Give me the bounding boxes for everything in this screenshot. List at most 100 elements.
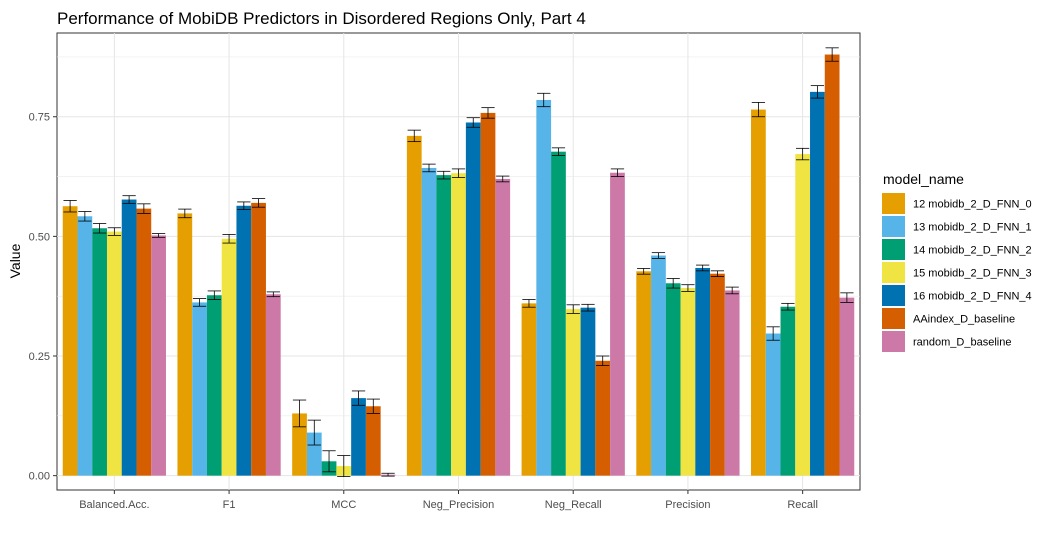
bar bbox=[795, 154, 811, 476]
x-tick-label: Neg_Recall bbox=[545, 499, 602, 511]
x-tick-label: Precision bbox=[665, 499, 710, 511]
error-bar bbox=[151, 233, 166, 238]
bar bbox=[236, 205, 252, 476]
x-axis: Balanced.Acc. F1 MCC Neg_Precision Neg_Recal… bbox=[79, 490, 818, 511]
legend-key bbox=[882, 308, 905, 329]
legend-title: model_name bbox=[883, 171, 964, 187]
error-bar bbox=[551, 147, 566, 156]
error-bar bbox=[237, 201, 251, 210]
bar bbox=[406, 135, 422, 476]
error-bar bbox=[92, 223, 107, 234]
error-bar bbox=[422, 163, 436, 173]
x-tick-label: Recall bbox=[787, 499, 818, 511]
error-bar bbox=[651, 252, 666, 259]
error-bar bbox=[681, 284, 695, 292]
x-tick-label: Balanced.Acc. bbox=[79, 499, 149, 511]
bar bbox=[292, 413, 307, 476]
error-bar bbox=[266, 291, 280, 298]
y-tick-label: 0.75 bbox=[29, 112, 50, 124]
bar bbox=[610, 172, 625, 476]
bar bbox=[710, 273, 725, 476]
bar bbox=[480, 112, 496, 476]
y-tick-label: 0.50 bbox=[29, 231, 50, 243]
error-bar bbox=[725, 286, 739, 295]
error-bar bbox=[810, 85, 825, 99]
error-bar bbox=[840, 292, 854, 303]
error-bar bbox=[381, 472, 395, 477]
bar bbox=[251, 202, 266, 476]
legend-label: 15 mobidb_2_D_FNN_3 bbox=[913, 268, 1032, 280]
bar bbox=[451, 173, 466, 476]
error-bar bbox=[251, 198, 266, 208]
error-bar bbox=[496, 175, 510, 183]
error-bar bbox=[766, 326, 780, 341]
error-bar bbox=[178, 208, 192, 219]
legend-key bbox=[882, 193, 905, 214]
error-bar bbox=[78, 211, 92, 222]
error-bar bbox=[581, 303, 595, 312]
bar bbox=[151, 235, 166, 476]
bar bbox=[221, 238, 237, 476]
bar bbox=[106, 231, 122, 476]
error-bar bbox=[63, 200, 77, 213]
bar bbox=[365, 406, 381, 476]
bar bbox=[92, 228, 107, 476]
bar bbox=[465, 122, 481, 476]
error-bar bbox=[122, 195, 136, 204]
bar bbox=[780, 306, 796, 476]
error-bar bbox=[292, 399, 307, 428]
error-bar bbox=[522, 299, 536, 308]
bar bbox=[536, 99, 552, 476]
error-bar bbox=[596, 355, 610, 366]
bar bbox=[595, 360, 611, 476]
bar bbox=[839, 297, 855, 476]
legend-label: random_D_baseline bbox=[913, 337, 1011, 349]
bar bbox=[192, 302, 207, 476]
x-tick-label: F1 bbox=[223, 499, 236, 511]
bar bbox=[421, 167, 437, 476]
legend-key bbox=[882, 216, 905, 237]
legend-label: 13 mobidb_2_D_FNN_1 bbox=[913, 222, 1032, 234]
bar bbox=[77, 216, 93, 476]
bar bbox=[636, 271, 652, 476]
error-bar bbox=[825, 47, 839, 62]
bar bbox=[651, 255, 666, 476]
error-bar bbox=[781, 302, 795, 311]
error-bar bbox=[481, 107, 495, 119]
error-bar bbox=[637, 268, 651, 275]
error-bar bbox=[337, 455, 351, 478]
bar bbox=[206, 295, 222, 476]
bar bbox=[265, 294, 281, 476]
error-bar bbox=[696, 264, 710, 272]
bar bbox=[765, 333, 781, 476]
error-bar bbox=[796, 147, 810, 161]
bar bbox=[810, 91, 825, 476]
legend: 12 mobidb_2_D_FNN_0 13 mobidb_2_D_FNN_1 14… bbox=[882, 193, 1032, 352]
error-bar bbox=[366, 398, 380, 414]
bar bbox=[695, 267, 711, 476]
legend-label: 14 mobidb_2_D_FNN_2 bbox=[913, 245, 1032, 257]
error-bar bbox=[751, 101, 766, 118]
bar bbox=[680, 288, 696, 476]
error-bar bbox=[610, 168, 625, 177]
error-bar bbox=[451, 168, 466, 178]
error-bar bbox=[537, 92, 551, 108]
y-tick-label: 0.00 bbox=[29, 471, 50, 483]
x-tick-label: Neg_Precision bbox=[423, 499, 495, 511]
x-tick-label: MCC bbox=[331, 499, 356, 511]
legend-label: 16 mobidb_2_D_FNN_4 bbox=[913, 291, 1032, 303]
chart-title: Performance of MobiDB Predictors in Diso… bbox=[57, 9, 586, 28]
error-bar bbox=[666, 278, 680, 289]
bar bbox=[551, 151, 566, 476]
bar bbox=[521, 303, 537, 476]
y-tick-label: 0.25 bbox=[29, 351, 50, 363]
error-bar bbox=[107, 227, 121, 236]
bar bbox=[580, 307, 596, 476]
legend-key bbox=[882, 285, 905, 306]
bar bbox=[306, 432, 322, 476]
bar bbox=[62, 206, 78, 476]
bar bbox=[665, 283, 681, 476]
bar bbox=[724, 290, 740, 476]
legend-label: 12 mobidb_2_D_FNN_0 bbox=[913, 199, 1032, 211]
